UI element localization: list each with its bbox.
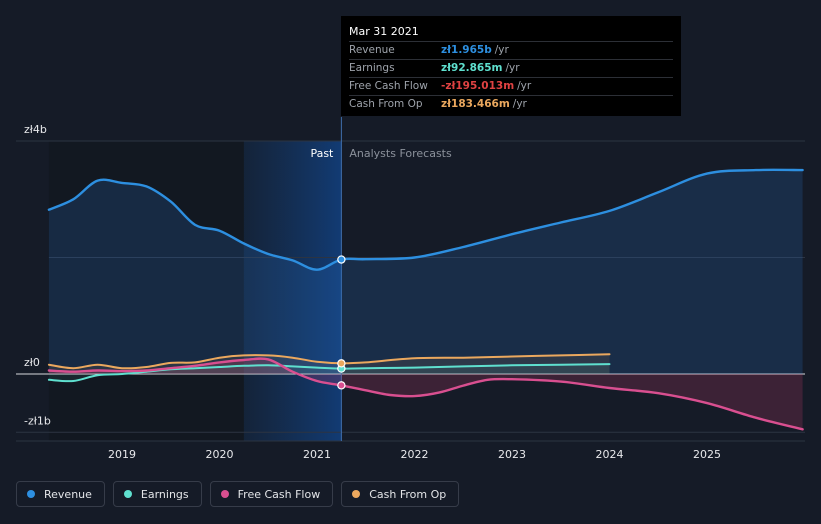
past-label: Past bbox=[310, 147, 334, 160]
highlight-region bbox=[243, 141, 342, 441]
legend-item-free-cash-flow[interactable]: Free Cash Flow bbox=[209, 481, 334, 507]
free-cash-flow-line bbox=[47, 357, 804, 431]
tooltip-name: Cash From Op bbox=[349, 98, 423, 110]
tooltip-name: Revenue bbox=[349, 44, 395, 56]
tooltip-date: Mar 31 2021 bbox=[349, 25, 419, 38]
cash-from-op-dot-icon bbox=[352, 490, 361, 498]
cash-from-op-line bbox=[47, 353, 611, 370]
free-cash-flow-dot-icon bbox=[220, 490, 229, 498]
earnings-area bbox=[48, 364, 610, 382]
x-tick-label: 2020 bbox=[206, 448, 234, 461]
legend-label: Revenue bbox=[44, 487, 92, 501]
tooltip-unit: /yr bbox=[505, 62, 520, 74]
legend-item-cash-from-op[interactable]: Cash From Op bbox=[341, 481, 460, 507]
x-tick-label: 2021 bbox=[303, 448, 331, 461]
cash-from-op-marker bbox=[337, 359, 346, 368]
x-tick-label: 2023 bbox=[498, 448, 526, 461]
x-tick-label: 2022 bbox=[401, 448, 429, 461]
tooltip-value: zł183.466m bbox=[441, 98, 510, 110]
tooltip-value: zł92.865m bbox=[441, 62, 503, 74]
earnings-line bbox=[47, 363, 611, 383]
x-tick-label: 2025 bbox=[693, 448, 721, 461]
y-tick-label: -zł1b bbox=[24, 414, 51, 427]
tooltip-unit: /yr bbox=[517, 80, 532, 92]
tooltip-row-revenue: Revenue zł1.965b /yr bbox=[349, 41, 673, 59]
revenue-line bbox=[47, 168, 804, 271]
free-cash-flow-marker bbox=[337, 381, 346, 390]
revenue-marker bbox=[337, 255, 346, 264]
tooltip-name: Earnings bbox=[349, 62, 395, 74]
tooltip: Mar 31 2021 Revenue zł1.965b /yr Earning… bbox=[341, 16, 681, 116]
tooltip-unit: /yr bbox=[494, 44, 509, 56]
tooltip-row-free-cash-flow: Free Cash Flow -zł195.013m /yr bbox=[349, 77, 673, 95]
tooltip-row-cash-from-op: Cash From Op zł183.466m /yr bbox=[349, 95, 673, 113]
revenue-area bbox=[48, 169, 803, 374]
tooltip-name: Free Cash Flow bbox=[349, 80, 428, 92]
x-tick-label: 2024 bbox=[596, 448, 624, 461]
tooltip-row-earnings: Earnings zł92.865m /yr bbox=[349, 59, 673, 77]
y-tick-label: zł0 bbox=[24, 356, 40, 369]
legend-label: Free Cash Flow bbox=[237, 487, 321, 501]
tooltip-value: -zł195.013m bbox=[441, 80, 515, 92]
legend: Revenue Earnings Free Cash Flow Cash Fro… bbox=[16, 481, 460, 507]
forecast-label: Analysts Forecasts bbox=[349, 147, 452, 160]
legend-label: Earnings bbox=[140, 487, 189, 501]
tooltip-value: zł1.965b bbox=[441, 44, 492, 56]
tooltip-unit: /yr bbox=[512, 98, 527, 110]
legend-item-earnings[interactable]: Earnings bbox=[112, 481, 202, 507]
x-tick-label: 2019 bbox=[108, 448, 136, 461]
legend-label: Cash From Op bbox=[369, 487, 447, 501]
revenue-dot-icon bbox=[27, 490, 35, 498]
y-tick-label: zł4b bbox=[24, 123, 47, 136]
legend-item-revenue[interactable]: Revenue bbox=[16, 481, 105, 507]
earnings-dot-icon bbox=[123, 490, 132, 498]
